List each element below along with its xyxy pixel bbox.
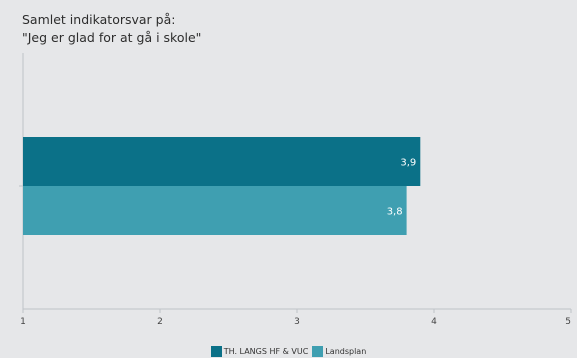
bar-0 xyxy=(23,137,421,186)
chart-title-line-1: Samlet indikatorsvar på: xyxy=(22,12,176,27)
x-tick-label-1: 1 xyxy=(20,317,26,327)
x-tick-label-2: 2 xyxy=(157,317,163,327)
legend-item-national: Landsplan xyxy=(312,346,366,357)
chart-bars: 3,9 3,8 xyxy=(23,137,421,235)
x-tick-labels: 1 2 3 4 5 xyxy=(20,309,572,327)
x-tick-label-3: 3 xyxy=(294,317,300,327)
chart-title-line-2: "Jeg er glad for at gå i skole" xyxy=(22,30,202,45)
legend-item-school: TH. LANGS HF & VUC xyxy=(210,346,309,357)
bar-1 xyxy=(23,186,407,235)
bar-label-0: 3,9 xyxy=(400,158,416,169)
legend-label-school: TH. LANGS HF & VUC xyxy=(223,347,309,356)
chart-legend: TH. LANGS HF & VUC Landsplan xyxy=(0,345,577,358)
bar-label-1: 3,8 xyxy=(387,207,403,218)
chart-title: Samlet indikatorsvar på: "Jeg er glad fo… xyxy=(22,11,202,47)
legend-label-national: Landsplan xyxy=(325,347,367,356)
x-tick-label-5: 5 xyxy=(565,317,571,327)
legend-swatch-school xyxy=(210,346,222,357)
x-tick-label-4: 4 xyxy=(431,317,437,327)
legend-swatch-national xyxy=(312,346,324,357)
